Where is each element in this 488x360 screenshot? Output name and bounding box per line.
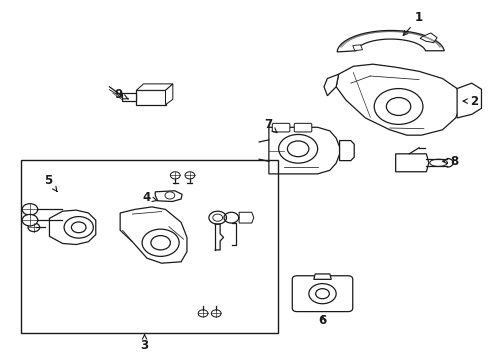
Circle shape: [211, 310, 221, 317]
Polygon shape: [419, 33, 436, 42]
Circle shape: [198, 310, 207, 317]
Polygon shape: [155, 191, 182, 202]
Circle shape: [71, 222, 86, 233]
Polygon shape: [337, 31, 443, 52]
Text: 4: 4: [142, 192, 157, 204]
Text: 2: 2: [462, 95, 478, 108]
Polygon shape: [395, 154, 428, 172]
Polygon shape: [324, 74, 338, 96]
Polygon shape: [456, 83, 481, 118]
Polygon shape: [165, 84, 172, 105]
Text: 8: 8: [442, 155, 457, 168]
FancyBboxPatch shape: [272, 123, 289, 132]
Circle shape: [22, 204, 38, 215]
Circle shape: [64, 217, 93, 238]
Circle shape: [308, 284, 335, 304]
Polygon shape: [335, 64, 461, 135]
Circle shape: [170, 172, 180, 179]
Polygon shape: [120, 207, 186, 263]
Polygon shape: [49, 210, 96, 244]
Circle shape: [184, 172, 194, 179]
Text: 5: 5: [44, 174, 57, 192]
Bar: [21, 160, 277, 333]
Polygon shape: [239, 212, 253, 223]
Circle shape: [315, 289, 329, 299]
FancyBboxPatch shape: [292, 276, 352, 312]
Circle shape: [151, 235, 170, 250]
Circle shape: [373, 89, 422, 125]
Circle shape: [22, 215, 38, 226]
Polygon shape: [136, 84, 172, 90]
Polygon shape: [339, 140, 353, 161]
Circle shape: [287, 141, 308, 157]
Text: 7: 7: [264, 118, 276, 133]
Text: 9: 9: [114, 88, 128, 101]
Circle shape: [164, 192, 174, 199]
Polygon shape: [352, 45, 362, 50]
Circle shape: [278, 134, 317, 163]
Text: 6: 6: [318, 314, 326, 327]
Polygon shape: [122, 93, 136, 101]
Circle shape: [386, 98, 410, 116]
Text: 1: 1: [403, 12, 422, 35]
Polygon shape: [136, 90, 165, 105]
FancyBboxPatch shape: [294, 123, 311, 132]
Polygon shape: [268, 127, 339, 174]
Polygon shape: [313, 274, 330, 279]
Circle shape: [28, 223, 40, 231]
Circle shape: [142, 229, 179, 256]
Text: 3: 3: [140, 334, 148, 352]
